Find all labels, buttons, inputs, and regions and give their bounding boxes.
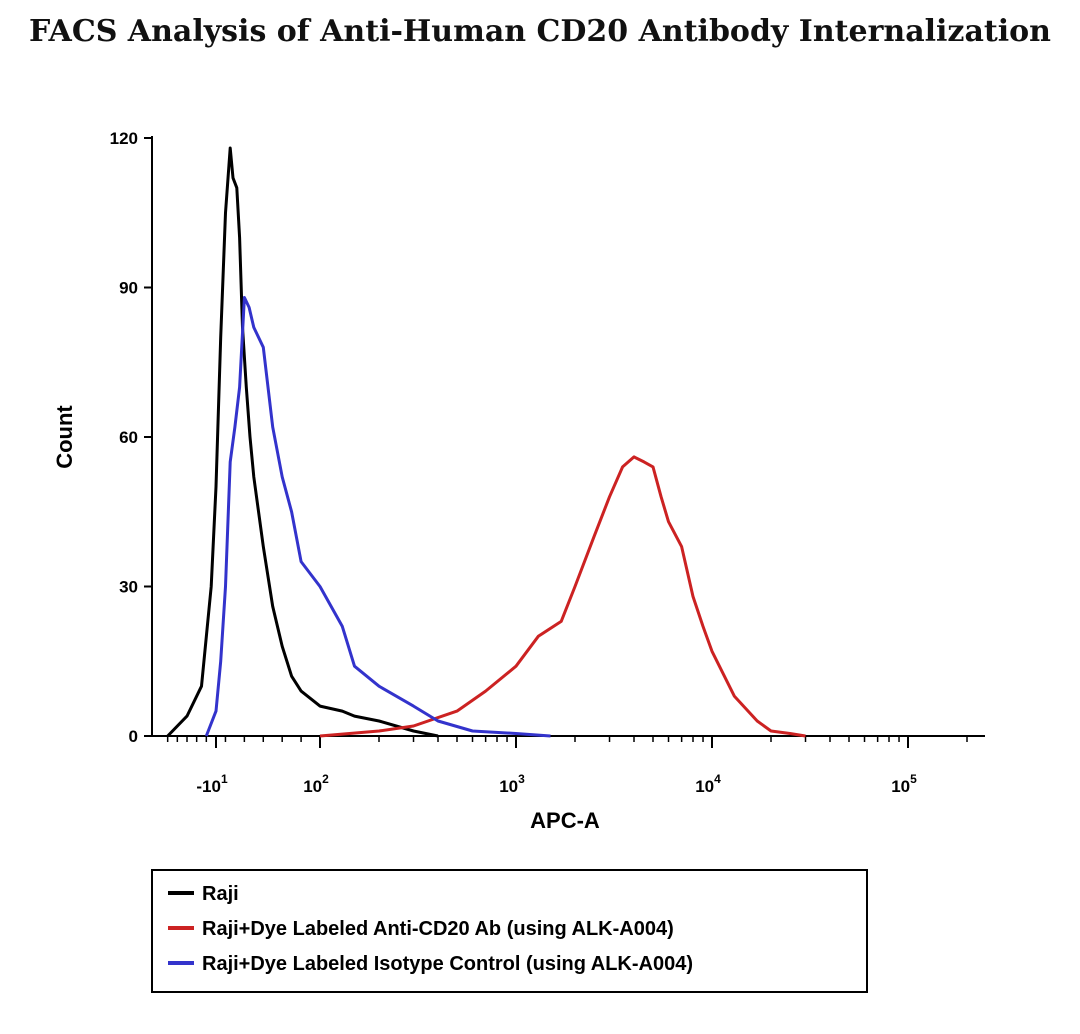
- legend-box: [151, 869, 868, 993]
- x-tick-label: 102: [303, 772, 329, 796]
- series-line-1: [319, 455, 806, 738]
- y-tick-label: 120: [110, 129, 138, 148]
- y-tick-label: 60: [119, 428, 138, 447]
- axes: 0 30 60 90 120 -101 102 103 104 105: [110, 129, 985, 796]
- legend: Raji Raji+Dye Labeled Anti-CD20 Ab (using…: [151, 869, 868, 993]
- y-tick-label: 90: [119, 279, 138, 298]
- x-tick-label: -101: [196, 772, 228, 796]
- series-layer: [166, 146, 806, 738]
- legend-label: Raji: [202, 883, 239, 905]
- series-line-0: [166, 146, 439, 738]
- legend-label: Raji+Dye Labeled Anti-CD20 Ab (using ALK…: [202, 918, 674, 940]
- y-axis-title: Count: [52, 405, 77, 469]
- x-tick-label: 105: [891, 772, 917, 796]
- x-tick-label: 103: [499, 772, 525, 796]
- chart-title: FACS Analysis of Anti-Human CD20 Antibod…: [29, 14, 1051, 49]
- x-axis-title: APC-A: [530, 808, 600, 833]
- series-line-2: [204, 296, 551, 738]
- legend-label: Raji+Dye Labeled Isotype Control (using …: [202, 953, 693, 975]
- y-tick-label: 0: [129, 727, 138, 746]
- x-tick-label: 104: [695, 772, 721, 796]
- y-tick-label: 30: [119, 578, 138, 597]
